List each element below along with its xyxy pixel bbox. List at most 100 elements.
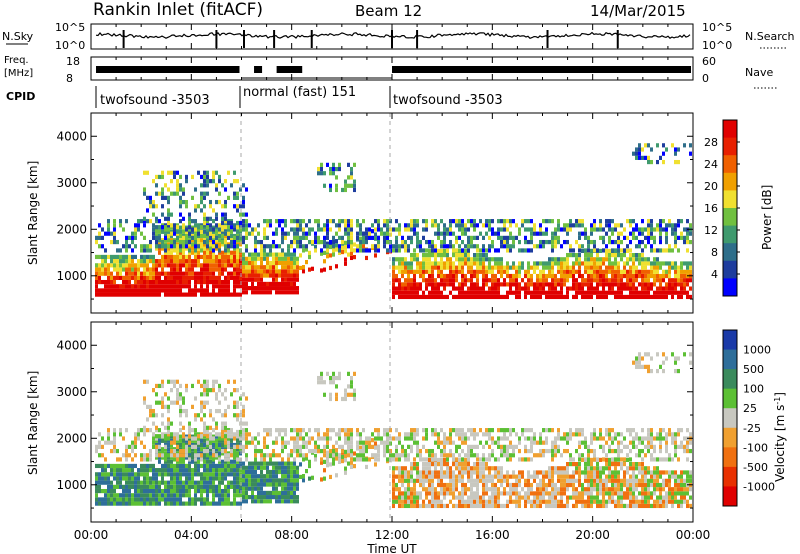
power-cell (359, 244, 362, 249)
power-cell (512, 265, 515, 270)
power-cell (182, 284, 185, 289)
velocity-cell (224, 463, 227, 469)
velocity-cell (236, 488, 239, 494)
power-cell (287, 231, 290, 236)
power-cell (431, 239, 434, 245)
power-cell (560, 269, 563, 274)
power-cell (218, 227, 221, 232)
power-cell (161, 174, 164, 180)
velocity-cell (323, 432, 326, 437)
velocity-cell (263, 440, 266, 445)
velocity-cell (203, 472, 206, 477)
power-cell (287, 252, 290, 257)
power-cell (488, 269, 491, 274)
velocity-cell (287, 499, 290, 504)
velocity-cell (263, 478, 266, 483)
power-cell (119, 223, 122, 228)
power-cell (392, 282, 395, 287)
power-cell (548, 239, 551, 245)
power-cell (413, 253, 416, 258)
velocity-cell (203, 442, 206, 448)
power-cell (431, 244, 434, 249)
velocity-cell (506, 436, 509, 441)
power-cell (665, 239, 668, 245)
velocity-cell (497, 478, 500, 483)
velocity-cell (455, 487, 458, 492)
power-cell (647, 282, 650, 287)
velocity-cell (284, 428, 287, 433)
velocity-cell (212, 488, 215, 494)
power-cell (218, 284, 221, 289)
velocity-cell (278, 482, 281, 487)
power-cell (230, 250, 233, 255)
power-cell (584, 257, 587, 262)
velocity-cell (275, 490, 278, 496)
power-cell (95, 275, 98, 280)
velocity-cell (197, 447, 200, 452)
velocity-cell (218, 388, 221, 393)
power-cell (479, 269, 482, 274)
power-cell (407, 273, 410, 279)
power-cell (302, 269, 305, 274)
velocity-cell (281, 499, 284, 504)
velocity-cell (161, 476, 164, 481)
velocity-cell (215, 421, 218, 426)
power-cell (164, 248, 167, 253)
velocity-cell (164, 472, 167, 477)
velocity-cell (290, 461, 293, 466)
power-cell (203, 195, 206, 200)
velocity-cell (458, 478, 461, 483)
power-cell (212, 227, 215, 232)
power-cell (167, 216, 170, 221)
power-cell (179, 279, 182, 285)
power-cell (356, 223, 359, 228)
velocity-cell (317, 432, 320, 437)
velocity-cell (194, 453, 197, 458)
velocity-cell (116, 493, 119, 498)
power-cell (551, 273, 554, 279)
power-cell (407, 227, 410, 232)
power-cell (614, 253, 617, 258)
velocity-cell (203, 379, 206, 384)
power-cell (647, 143, 650, 148)
power-cell (326, 162, 329, 167)
power-cell (338, 166, 341, 172)
velocity-cell (224, 448, 227, 454)
velocity-cell (293, 428, 296, 433)
power-cell (143, 248, 146, 253)
power-cell (203, 288, 206, 293)
power-cell (215, 267, 218, 272)
power-cell (584, 227, 587, 232)
power-cell (446, 265, 449, 270)
velocity-cell (236, 434, 239, 439)
power-cell (215, 187, 218, 192)
power-cell (146, 208, 149, 213)
velocity-cell (95, 501, 98, 506)
power-cell (218, 292, 221, 297)
velocity-cell (197, 436, 200, 441)
velocity-cell (275, 486, 278, 491)
power-cell (521, 278, 524, 283)
velocity-cell (290, 465, 293, 470)
power-cell (194, 244, 197, 249)
power-cell (629, 278, 632, 283)
power-cell (554, 273, 557, 279)
velocity-cell (95, 472, 98, 477)
power-cell (578, 235, 581, 240)
power-cell (221, 288, 224, 293)
power-cell (347, 227, 350, 232)
velocity-cell (188, 484, 191, 489)
power-cell (290, 244, 293, 249)
velocity-cell (122, 476, 125, 481)
velocity-cell (263, 461, 266, 466)
velocity-cell (218, 383, 221, 389)
power-cell (587, 282, 590, 287)
power-cell (173, 263, 176, 268)
velocity-cell (239, 436, 242, 441)
velocity-cell (125, 501, 128, 506)
power-cell (608, 227, 611, 232)
power-cell (401, 261, 404, 266)
power-cell (635, 235, 638, 240)
velocity-cell (182, 468, 185, 473)
power-cell (515, 269, 518, 274)
